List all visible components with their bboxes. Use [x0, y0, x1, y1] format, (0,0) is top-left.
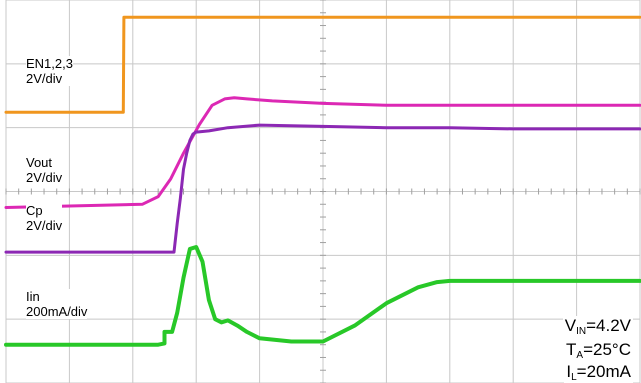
cp-label-name: Cp: [26, 203, 43, 218]
condition-ta: TA=25°C: [564, 340, 633, 366]
iin-label-scale: 200mA/div: [26, 304, 88, 319]
vout-label-scale: 2V/div: [26, 170, 63, 185]
trace-en: [4, 15, 641, 114]
iin-label: Iin 200mA/div: [26, 289, 88, 319]
en-label-name: EN1,2,3: [26, 56, 73, 71]
cp-label-scale: 2V/div: [26, 218, 63, 233]
graticule: [5, 0, 641, 383]
iin-label-name: Iin: [26, 289, 40, 304]
trace-vout: [4, 96, 641, 209]
condition-vin: VIN=4.2V: [562, 316, 633, 342]
vout-label-name: Vout: [26, 155, 53, 170]
trace-cp: [4, 123, 641, 254]
condition-il: IL=20mA: [564, 362, 633, 383]
en-label: EN1,2,3 2V/div: [26, 56, 73, 86]
trace-iin: [4, 245, 641, 347]
cp-label: Cp 2V/div: [26, 203, 63, 233]
traces: [4, 15, 641, 347]
en-label-scale: 2V/div: [26, 71, 63, 86]
vout-label: Vout 2V/div: [26, 155, 63, 185]
